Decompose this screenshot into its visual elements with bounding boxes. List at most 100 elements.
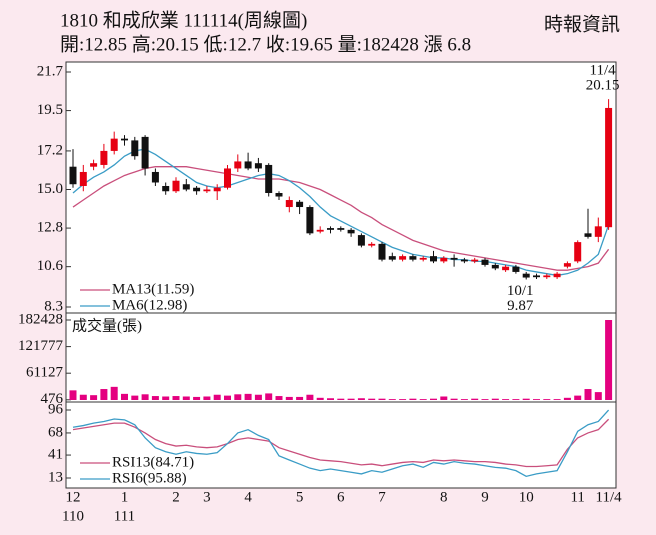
annotation-value: 20.15 — [586, 78, 620, 94]
y-tick-label: 13 — [48, 469, 63, 485]
candle-body — [543, 275, 551, 278]
candle-body — [90, 163, 98, 167]
candle-body — [224, 168, 231, 188]
x-tick-label: 1 — [121, 489, 129, 505]
volume-bar — [275, 396, 283, 400]
volume-bar — [265, 393, 273, 400]
x-tick-label: 3 — [203, 489, 211, 505]
candle-body — [481, 259, 489, 265]
volume-bar — [110, 386, 118, 400]
candle-body — [399, 256, 407, 260]
chart-title: 1810 和成欣業 111114(周線圖) — [60, 9, 307, 31]
volume-bar — [522, 398, 530, 400]
volume-bar — [594, 392, 602, 400]
volume-bar — [79, 394, 87, 400]
candle-body — [594, 226, 602, 237]
line — [72, 418, 610, 468]
x-tick-label: 6 — [337, 489, 345, 505]
y-tick-label: 15.0 — [37, 181, 63, 197]
x-tick-label: 9 — [481, 489, 489, 505]
candle-body — [110, 138, 118, 151]
price-panel — [65, 61, 617, 314]
x-year-label: 110 — [62, 508, 84, 524]
candle-body — [533, 275, 540, 278]
volume-bar — [409, 398, 417, 400]
candle-body — [409, 256, 417, 260]
candle-body — [193, 187, 201, 192]
legend-label: RSI13(84.71) — [112, 454, 194, 470]
candle-body — [491, 264, 499, 269]
candle-body — [234, 161, 242, 169]
x-year-label: 111 — [114, 508, 135, 524]
volume-bar — [512, 399, 520, 400]
candle-body — [79, 171, 87, 186]
volume-bar — [378, 398, 386, 400]
y-tick-label: 19.5 — [37, 102, 63, 118]
volume-bar — [254, 394, 262, 400]
source: 時報資訊 — [544, 13, 620, 35]
candle-body — [151, 171, 159, 183]
candle-body — [213, 187, 221, 192]
candle-body — [285, 200, 293, 208]
legend-label: MA6(12.98) — [112, 297, 187, 313]
volume-bar — [193, 396, 201, 400]
y-tick-label: 476 — [41, 391, 64, 407]
volume-bar — [151, 396, 159, 400]
candle-body — [430, 256, 437, 262]
volume-bar — [399, 399, 407, 400]
candle-body — [512, 266, 520, 272]
volume-bar — [296, 396, 304, 400]
candle-body — [69, 166, 77, 185]
candle-body — [316, 229, 324, 232]
volume-title: 成交量(張) — [72, 316, 142, 334]
volume-bar — [203, 396, 211, 400]
volume-bar — [224, 395, 231, 400]
candle-body — [605, 107, 613, 228]
candle-body — [471, 259, 479, 262]
candle-body — [563, 263, 571, 267]
y-tick-label: 12.8 — [37, 220, 63, 236]
volume-bar — [450, 398, 458, 400]
candle-body — [378, 243, 386, 260]
legend-label: RSI6(95.88) — [112, 470, 187, 486]
candle-body — [450, 257, 458, 260]
volume-bar — [368, 398, 376, 400]
volume-bar — [388, 399, 396, 400]
volume-bar — [605, 320, 613, 400]
x-tick-label: 12 — [66, 489, 81, 505]
volume-bar — [162, 396, 170, 400]
candle-body — [553, 273, 561, 278]
x-tick-label: 11/4 — [596, 489, 623, 505]
candle-body — [254, 163, 262, 169]
volume-bar — [460, 399, 468, 400]
candle-body — [275, 193, 283, 197]
line — [72, 166, 610, 271]
volume-bar — [347, 398, 355, 400]
volume-bar — [131, 395, 139, 400]
candle-body — [182, 184, 190, 190]
volume-bar — [419, 399, 427, 400]
y-tick-label: 182428 — [18, 311, 63, 327]
volume-bar — [337, 398, 345, 400]
volume-bar — [213, 394, 221, 400]
volume-bar — [533, 399, 540, 400]
volume-bar — [440, 396, 448, 400]
candle-body — [357, 235, 365, 246]
volume-bar — [327, 398, 334, 400]
volume-bar — [543, 399, 551, 400]
candle-body — [244, 161, 252, 169]
volume-panel — [65, 312, 617, 403]
volume-bar — [316, 397, 324, 400]
candle-body — [502, 266, 510, 271]
y-tick-label: 17.2 — [37, 142, 63, 158]
candle-body — [203, 189, 211, 192]
subtitle: 開:12.85 高:20.15 低:12.7 收:19.65 量:182428 … — [60, 33, 471, 55]
y-tick-label: 68 — [48, 424, 63, 440]
volume-bar — [69, 390, 77, 400]
y-tick-label: 10.6 — [37, 258, 64, 274]
x-tick-label: 5 — [296, 489, 304, 505]
candle-body — [172, 180, 180, 192]
volume-bar — [471, 398, 479, 400]
candle-body — [100, 150, 108, 165]
